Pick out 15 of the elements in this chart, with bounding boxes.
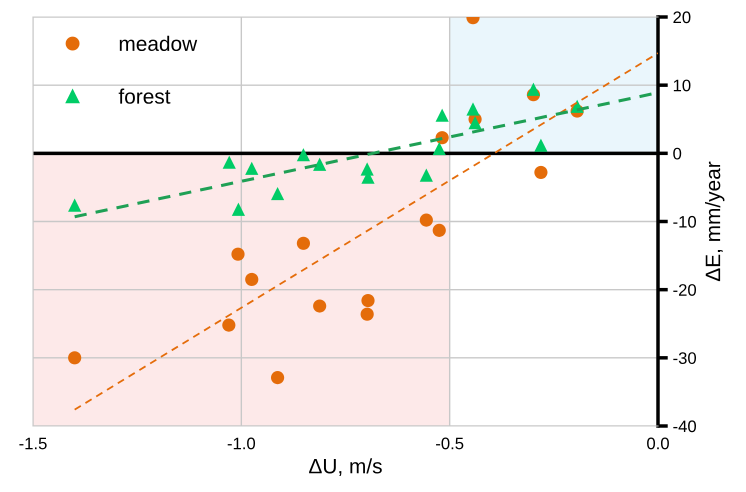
x-tick-label: -1.0 [228, 438, 256, 450]
x-tick-label: -0.5 [436, 438, 464, 450]
y-tick-label: -40 [673, 420, 696, 432]
y-tick-label: -30 [673, 352, 696, 364]
y-tick-label: 20 [673, 11, 690, 24]
y-tick-label: -20 [673, 284, 696, 296]
y-tick-label: 10 [674, 80, 690, 92]
y-tick-label: 0 [673, 148, 682, 160]
legend-label: forest [118, 88, 170, 104]
x-tick-label: -1.5 [19, 438, 47, 450]
y-tick-label: -10 [673, 216, 696, 228]
y-axis-title: ΔE, mm/year [705, 162, 724, 282]
x-axis-title: ΔU, m/s [309, 458, 382, 476]
legend-label: meadow [120, 36, 198, 52]
x-tick-label: 0.0 [647, 438, 669, 450]
